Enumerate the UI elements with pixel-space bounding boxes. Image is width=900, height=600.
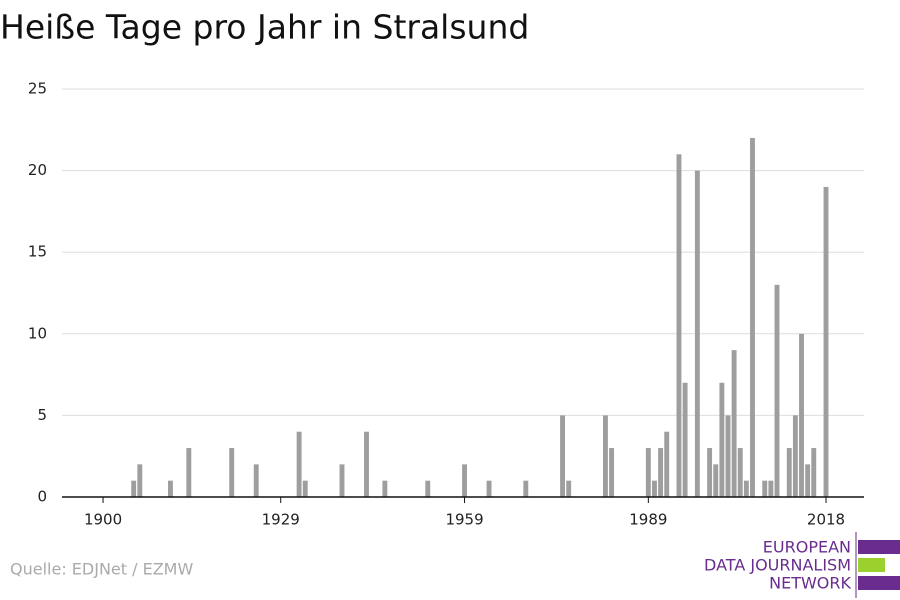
bar [731, 350, 737, 497]
logo-text: EUROPEAN [763, 538, 851, 557]
bar [694, 170, 700, 497]
logo-bar [858, 576, 900, 590]
bar [762, 480, 768, 497]
bar [805, 464, 811, 497]
bar [786, 448, 792, 497]
bar [682, 382, 688, 497]
bar [676, 154, 682, 497]
bar [486, 480, 492, 497]
bar [137, 464, 143, 497]
bar [302, 480, 308, 497]
logo-bar [858, 540, 900, 554]
bar [774, 284, 780, 497]
source: Quelle: EDJNet / EZMW [10, 560, 193, 579]
logo-text: DATA JOURNALISM [704, 556, 851, 575]
chart-title: Heiße Tage pro Jahr in Stralsund [0, 8, 529, 47]
bar [425, 480, 431, 497]
logo-bar [858, 558, 885, 572]
x-tick-label: 1989 [629, 511, 667, 529]
bar [664, 431, 670, 497]
bar [811, 448, 817, 497]
bar [253, 464, 259, 497]
bar [658, 448, 664, 497]
bar [167, 480, 173, 497]
bar [602, 415, 608, 497]
bar [609, 448, 615, 497]
y-tick-label: 0 [37, 488, 47, 506]
bar [750, 137, 755, 497]
bar [713, 464, 719, 497]
bar [462, 464, 467, 497]
bar [737, 448, 743, 497]
y-tick-label: 25 [28, 80, 47, 98]
bar [229, 448, 235, 497]
bar [645, 448, 651, 497]
x-tick-label: 2018 [807, 511, 845, 529]
x-tick-label: 1900 [84, 511, 122, 529]
bar [719, 382, 725, 497]
y-tick-label: 15 [28, 243, 47, 261]
bar [560, 415, 566, 497]
bar [523, 480, 529, 497]
bar [799, 333, 804, 497]
bar [131, 480, 137, 497]
x-tick-label: 1929 [262, 511, 300, 529]
bar [296, 431, 302, 497]
bar [364, 431, 369, 497]
bar [382, 480, 388, 497]
bar [792, 415, 798, 497]
bar [823, 186, 829, 498]
bar [186, 448, 192, 497]
bar [707, 448, 713, 497]
y-tick-label: 20 [28, 161, 47, 179]
y-tick-label: 10 [28, 324, 47, 342]
bar [743, 480, 749, 497]
logo-text: NETWORK [769, 574, 851, 593]
bar [652, 480, 657, 497]
bar [768, 480, 774, 497]
logo: EUROPEAN DATA JOURNALISM NETWORK [704, 532, 900, 598]
bar [725, 415, 731, 497]
bar [566, 480, 572, 497]
x-tick-label: 1959 [445, 511, 483, 529]
y-tick-label: 5 [37, 406, 47, 424]
bar [339, 464, 345, 497]
